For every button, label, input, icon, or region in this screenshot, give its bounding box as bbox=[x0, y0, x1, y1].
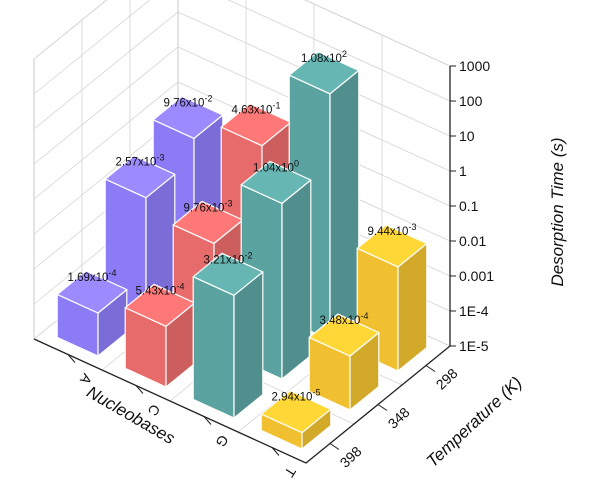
z-tick-label: 1 bbox=[459, 163, 467, 179]
x-tick bbox=[203, 416, 212, 425]
y-tick bbox=[425, 365, 436, 372]
bar-G-398 bbox=[192, 252, 264, 419]
bar-face-top bbox=[104, 155, 176, 199]
bar-face-side bbox=[329, 69, 360, 341]
bar-face-top bbox=[152, 95, 224, 139]
bar-face-top bbox=[124, 283, 196, 327]
y-tick-label: 298 bbox=[433, 365, 461, 393]
z-tick-label: 1E-5 bbox=[459, 338, 489, 354]
top-rim bbox=[33, 0, 451, 67]
data-label: 9.76x10-3 bbox=[184, 198, 233, 214]
bar-face-top bbox=[220, 103, 292, 147]
bar-A-348 bbox=[104, 155, 176, 318]
bar-face-side bbox=[281, 179, 312, 380]
x-tick bbox=[271, 447, 280, 456]
data-label: 1.04x100 bbox=[253, 158, 299, 174]
data-label: 3.48x10-4 bbox=[320, 311, 369, 327]
bar-A-398 bbox=[56, 270, 128, 357]
bar-face-top bbox=[356, 224, 428, 268]
data-label: 9.44x10-3 bbox=[368, 222, 417, 238]
z-tick-label: 0.001 bbox=[459, 268, 494, 284]
bar-face-top bbox=[192, 252, 264, 296]
z-tick-label: 1000 bbox=[459, 58, 490, 74]
bar-face-top bbox=[260, 390, 332, 434]
bar-C-398 bbox=[124, 283, 196, 388]
z-tick-label: 1E-4 bbox=[459, 303, 489, 319]
data-labels: 9.76x10-2 2.57x10-3 4.63x10-1 1.69x10-4 9.76… bbox=[68, 49, 417, 404]
bar-face-top bbox=[308, 313, 380, 357]
data-label: 2.94x10-5 bbox=[272, 388, 321, 404]
bar-face-front bbox=[192, 276, 235, 419]
data-label: 5.43x10-4 bbox=[136, 281, 185, 297]
y-tick bbox=[329, 443, 340, 450]
z-tick-label: 0.1 bbox=[459, 198, 479, 214]
data-label: 3.21x10-2 bbox=[204, 250, 253, 266]
data-label: 9.76x10-2 bbox=[164, 93, 213, 109]
y-tick-label: 398 bbox=[337, 443, 365, 471]
floor-axis-lines bbox=[33, 338, 451, 464]
data-label: 1.69x10-4 bbox=[68, 268, 117, 284]
data-label: 1.08x102 bbox=[301, 49, 347, 65]
x-axis-title: Nucleobases bbox=[83, 382, 178, 448]
x-tick bbox=[135, 385, 144, 394]
bar-face-top bbox=[172, 200, 244, 244]
data-label: 2.57x10-3 bbox=[116, 153, 165, 169]
z-tick-label: 0.01 bbox=[459, 233, 486, 249]
bar-T-348 bbox=[308, 313, 380, 411]
bar-face-top bbox=[56, 270, 128, 314]
bar-face-side bbox=[233, 271, 264, 419]
x-tick-label: G bbox=[213, 432, 232, 450]
chart-bars bbox=[56, 51, 428, 450]
z-tick-label: 10 bbox=[459, 128, 475, 144]
y-tick-label: 348 bbox=[385, 404, 413, 432]
z-axis: 1000 100 10 1 0.1 0.01 0.001 1E-4 1E-5 bbox=[449, 58, 494, 354]
y-tick bbox=[377, 404, 388, 411]
gridline bbox=[33, 0, 451, 67]
gridline bbox=[33, 0, 451, 102]
z-tick-label: 100 bbox=[459, 93, 483, 109]
bar-T-398 bbox=[260, 390, 332, 450]
z-axis-title: Desorption Time (s) bbox=[548, 137, 567, 286]
x-tick bbox=[67, 354, 76, 363]
x-tick-label: T bbox=[281, 464, 299, 480]
bar-face-top bbox=[288, 51, 360, 95]
bar-face-top bbox=[240, 160, 312, 204]
data-label: 4.63x10-1 bbox=[232, 101, 281, 117]
